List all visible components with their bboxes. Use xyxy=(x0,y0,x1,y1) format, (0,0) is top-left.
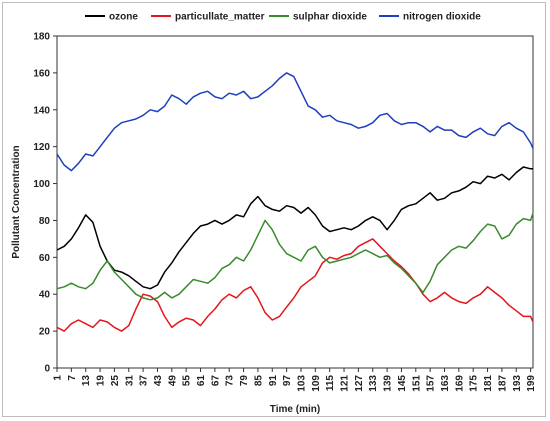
y-tick-label: 60 xyxy=(39,253,51,264)
legend-label: ozone xyxy=(109,12,138,23)
x-tick-label: 187 xyxy=(497,375,508,392)
x-axis: 1 7 13 19 25 31 37 43 49 55 61 67 73 79 85 91 97 103 109 11… xyxy=(53,368,537,392)
x-tick-label: 133 xyxy=(368,375,379,392)
x-tick-label: 91 xyxy=(268,375,279,387)
x-tick-label: 157 xyxy=(426,375,437,392)
x-tick-label: 199 xyxy=(526,375,537,392)
x-tick-label: 103 xyxy=(296,375,307,392)
y-tick-label: 0 xyxy=(44,364,50,375)
x-tick-label: 169 xyxy=(454,375,465,392)
y-axis: 0 20 40 60 80 100 120 140 160 180 xyxy=(33,32,57,375)
x-axis-title: Time (min) xyxy=(270,404,320,415)
y-tick-label: 20 xyxy=(39,327,51,338)
x-tick-label: 13 xyxy=(81,375,92,387)
series-line-nitrogen-dioxide xyxy=(56,72,534,172)
x-tick-label: 19 xyxy=(96,375,107,387)
x-tick-label: 97 xyxy=(282,375,293,387)
legend-label: sulphar dioxide xyxy=(293,12,367,23)
legend-label: nitrogen dioxide xyxy=(403,12,481,23)
y-tick-label: 80 xyxy=(39,216,51,227)
series-group xyxy=(56,72,534,332)
x-tick-label: 61 xyxy=(196,375,207,387)
x-tick-label: 31 xyxy=(124,375,135,387)
x-tick-label: 127 xyxy=(354,375,365,392)
plot-area xyxy=(56,35,534,369)
y-tick-label: 180 xyxy=(33,32,50,43)
y-tick-label: 40 xyxy=(39,290,51,301)
y-axis-title: Pollutant Concentration xyxy=(11,145,22,258)
x-tick-label: 139 xyxy=(383,375,394,392)
x-tick-label: 109 xyxy=(311,375,322,392)
x-tick-label: 121 xyxy=(340,375,351,392)
legend: ozone particullate_matter sulphar dioxide n… xyxy=(85,12,481,23)
x-tick-label: 7 xyxy=(67,375,78,381)
x-tick-label: 175 xyxy=(469,375,480,392)
x-tick-label: 1 xyxy=(53,375,64,381)
x-tick-label: 67 xyxy=(210,375,221,387)
series-line-sulphar-dioxide xyxy=(56,212,534,301)
x-tick-label: 79 xyxy=(239,375,250,387)
series-line-ozone xyxy=(56,166,533,290)
x-tick-label: 163 xyxy=(440,375,451,392)
x-tick-label: 49 xyxy=(167,375,178,387)
x-tick-label: 115 xyxy=(325,375,336,392)
series-line-particullate-matter xyxy=(56,238,534,332)
x-tick-label: 25 xyxy=(110,375,121,387)
y-tick-label: 160 xyxy=(33,68,50,79)
x-tick-label: 85 xyxy=(253,375,264,387)
x-tick-label: 151 xyxy=(411,375,422,392)
x-tick-label: 55 xyxy=(182,375,193,387)
x-tick-label: 145 xyxy=(397,375,408,392)
x-tick-label: 43 xyxy=(153,375,164,387)
legend-label: particullate_matter xyxy=(175,12,265,23)
y-tick-label: 120 xyxy=(33,142,50,153)
x-tick-label: 73 xyxy=(225,375,236,387)
x-tick-label: 181 xyxy=(483,375,494,392)
x-tick-label: 37 xyxy=(139,375,150,387)
x-tick-label: 193 xyxy=(512,375,523,392)
y-tick-label: 100 xyxy=(33,179,50,190)
y-tick-label: 140 xyxy=(33,105,50,116)
